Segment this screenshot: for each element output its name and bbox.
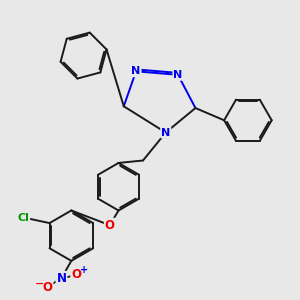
Text: N: N [56,272,67,285]
Text: O: O [43,280,52,294]
Text: N: N [173,70,183,80]
Text: N: N [131,66,141,76]
Text: N: N [161,128,170,137]
Text: −: − [35,279,44,289]
Text: +: + [80,265,88,275]
Text: O: O [71,268,81,281]
Text: O: O [105,219,115,232]
Text: Cl: Cl [17,213,29,223]
